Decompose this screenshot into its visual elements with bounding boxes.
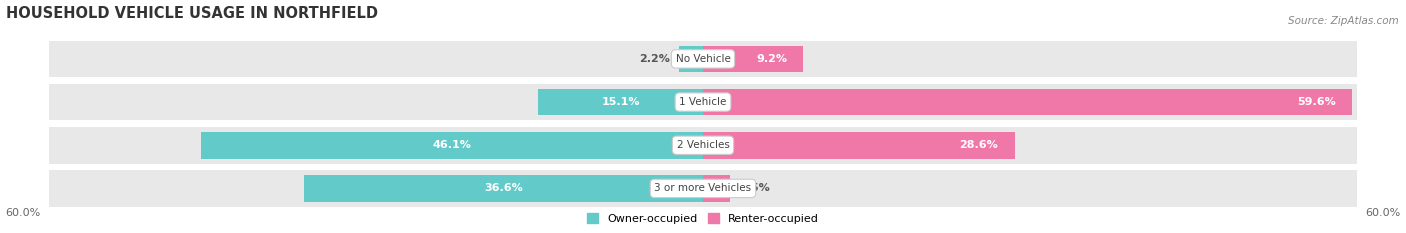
Bar	[679, 45, 703, 72]
Bar	[703, 127, 1357, 164]
Bar	[703, 41, 1357, 77]
Bar	[201, 132, 703, 159]
Text: 9.2%: 9.2%	[756, 54, 787, 64]
Text: Source: ZipAtlas.com: Source: ZipAtlas.com	[1288, 16, 1399, 26]
Text: 1 Vehicle: 1 Vehicle	[679, 97, 727, 107]
Bar	[49, 41, 703, 77]
Bar	[538, 89, 703, 116]
Text: 60.0%: 60.0%	[1365, 208, 1400, 218]
Text: 2 Vehicles: 2 Vehicles	[676, 140, 730, 150]
Text: 60.0%: 60.0%	[6, 208, 41, 218]
Bar	[49, 127, 703, 164]
Bar	[703, 175, 730, 202]
Text: No Vehicle: No Vehicle	[675, 54, 731, 64]
Text: 36.6%: 36.6%	[484, 183, 523, 193]
Legend: Owner-occupied, Renter-occupied: Owner-occupied, Renter-occupied	[582, 209, 824, 228]
Text: HOUSEHOLD VEHICLE USAGE IN NORTHFIELD: HOUSEHOLD VEHICLE USAGE IN NORTHFIELD	[6, 6, 378, 21]
Text: 59.6%: 59.6%	[1298, 97, 1336, 107]
Bar	[49, 84, 703, 120]
Bar	[703, 132, 1015, 159]
Bar	[703, 89, 1353, 116]
Text: 46.1%: 46.1%	[433, 140, 471, 150]
Bar	[703, 84, 1357, 120]
Bar	[304, 175, 703, 202]
Text: 15.1%: 15.1%	[602, 97, 640, 107]
Bar	[703, 170, 1357, 207]
Text: 3 or more Vehicles: 3 or more Vehicles	[654, 183, 752, 193]
Text: 2.2%: 2.2%	[640, 54, 671, 64]
Text: 2.5%: 2.5%	[740, 183, 769, 193]
Bar	[49, 170, 703, 207]
Bar	[703, 45, 803, 72]
Text: 28.6%: 28.6%	[959, 140, 998, 150]
